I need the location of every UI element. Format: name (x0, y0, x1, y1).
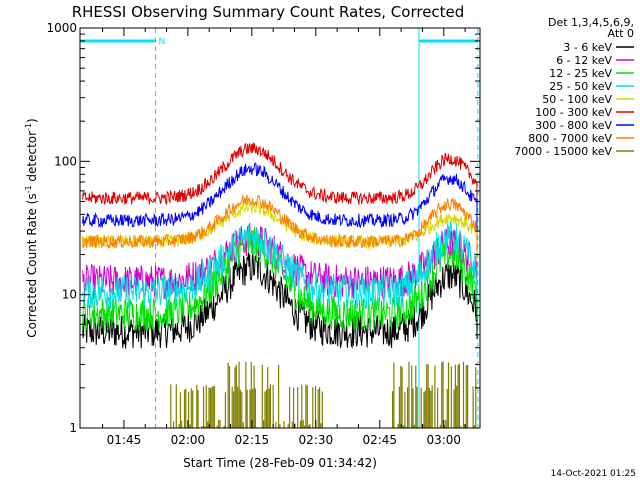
legend-label-3: 25 - 50 keV (549, 80, 612, 93)
legend-label-1: 6 - 12 keV (556, 54, 612, 67)
legend-label-4: 50 - 100 keV (542, 93, 612, 106)
x-tick-label-2: 02:15 (235, 433, 270, 447)
legend-label-0: 3 - 6 keV (563, 41, 612, 54)
series-2-line (82, 227, 478, 332)
y-tick-label-0: 1 (69, 421, 77, 435)
x-tick-label-0: 01:45 (107, 433, 142, 447)
plot-area: N (80, 28, 479, 428)
y-axis-label: Corrected Count Rate (s-1 detector-1) (24, 118, 39, 337)
legend-label-5: 100 - 300 keV (535, 106, 612, 119)
y-tick-label-3: 1000 (46, 21, 77, 35)
timestamp: 14-Oct-2021 01:25 (551, 469, 636, 479)
x-tick-label-4: 02:45 (362, 433, 397, 447)
series-8-line (170, 361, 477, 428)
legend-label-8: 7000 - 15000 keV (514, 145, 612, 158)
plot-frame (79, 27, 481, 429)
x-tick-label-5: 03:00 (426, 433, 461, 447)
series-7-line (82, 194, 478, 257)
x-tick-label-3: 02:30 (299, 433, 334, 447)
chart-title: RHESSI Observing Summary Count Rates, Co… (72, 3, 465, 21)
legend-header-1: Att 0 (608, 27, 634, 40)
x-axis-label: Start Time (28-Feb-09 01:34:42) (183, 456, 377, 470)
series-5-line (82, 142, 478, 213)
legend-label-7: 800 - 7000 keV (528, 132, 612, 145)
legend-label-2: 12 - 25 keV (549, 67, 612, 80)
y-tick-label-1: 10 (62, 288, 77, 302)
x-tick-label-1: 02:00 (171, 433, 206, 447)
axis-ticks: 01:45 02:00 02:15 02:30 02:45 03:00 1 10 100 1000 (46, 21, 480, 447)
legend-header-0: Det 1,3,4,5,6,9, (548, 16, 634, 29)
series-6-line (82, 162, 478, 234)
series-3-line (82, 220, 478, 310)
night-bar-label: N (158, 37, 165, 47)
legend-label-6: 300 - 800 keV (535, 119, 612, 132)
y-tick-label-2: 100 (54, 154, 77, 168)
